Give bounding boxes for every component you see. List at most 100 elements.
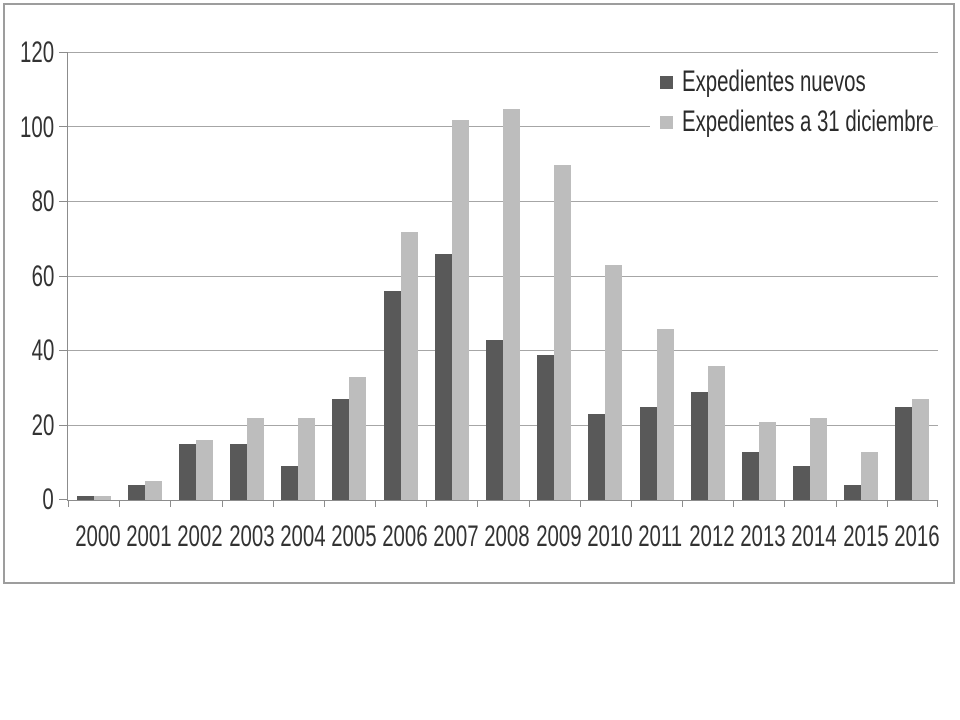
bar-nuevos-2003 xyxy=(230,444,248,500)
y-axis-label-80: 80 xyxy=(31,185,54,218)
legend-swatch-dark xyxy=(660,75,673,89)
bar-diciembre-2000 xyxy=(93,496,111,500)
bar-nuevos-2013 xyxy=(741,451,759,500)
y-axis-tick-0 xyxy=(59,499,68,500)
bar-nuevos-2015 xyxy=(844,485,862,500)
bar-nuevos-2000 xyxy=(76,496,94,500)
bar-group-2009 xyxy=(529,53,580,500)
y-axis-label-100: 100 xyxy=(19,110,54,144)
bar-diciembre-2003 xyxy=(247,418,265,500)
bar-diciembre-2004 xyxy=(298,418,316,500)
x-axis-tick-15 xyxy=(835,500,837,507)
bar-group-2000 xyxy=(68,53,119,500)
x-axis-label-2003: 2003 xyxy=(228,520,275,553)
y-axis-tick-80 xyxy=(59,200,68,202)
bar-nuevos-2011 xyxy=(639,406,657,500)
bar-nuevos-2009 xyxy=(537,354,555,500)
x-axis-tick-2 xyxy=(170,500,172,507)
x-axis-label-2001: 2001 xyxy=(126,520,172,553)
x-axis-tick-10 xyxy=(579,500,581,507)
y-axis-tick-120 xyxy=(59,52,68,53)
bar-group-2005 xyxy=(324,53,375,500)
legend: Expedientes nuevos Expedientes a 31 dici… xyxy=(650,60,934,150)
bar-diciembre-2010 xyxy=(605,265,623,500)
bar-nuevos-2014 xyxy=(793,466,811,500)
y-axis-tick-100 xyxy=(59,126,68,128)
bar-diciembre-2001 xyxy=(144,481,162,500)
bar-group-2007 xyxy=(426,53,477,500)
x-axis-label-2012: 2012 xyxy=(689,520,735,553)
bar-group-2011 xyxy=(631,53,682,500)
bar-group-2012 xyxy=(682,53,733,500)
plot-area xyxy=(59,52,938,507)
bar-diciembre-2011 xyxy=(656,328,674,500)
y-axis-tick-40 xyxy=(59,349,68,351)
x-axis-label-2006: 2006 xyxy=(382,520,428,553)
bar-group-2010 xyxy=(580,53,631,500)
bar-nuevos-2008 xyxy=(485,339,503,500)
x-axis-tick-0 xyxy=(68,500,69,507)
bar-nuevos-2006 xyxy=(383,291,401,500)
bar-nuevos-2016 xyxy=(895,406,913,500)
bar-group-2015 xyxy=(836,53,887,500)
x-axis-label-2007: 2007 xyxy=(433,520,479,553)
legend-swatch-light xyxy=(660,115,673,129)
legend-item-expedientes-31-diciembre: Expedientes a 31 diciembre xyxy=(660,102,934,142)
bar-diciembre-2006 xyxy=(400,231,418,500)
legend-item-expedientes-nuevos: Expedientes nuevos xyxy=(660,62,932,102)
x-axis-tick-5 xyxy=(323,500,325,507)
x-axis-label-2015: 2015 xyxy=(842,520,889,553)
y-axis-label-60: 60 xyxy=(31,259,54,293)
bar-group-2016 xyxy=(887,53,938,500)
y-axis-label-20: 20 xyxy=(31,408,54,442)
x-axis-tick-11 xyxy=(630,500,632,507)
bar-diciembre-2007 xyxy=(451,120,469,500)
y-axis-tick-60 xyxy=(59,275,68,277)
x-axis-tick-13 xyxy=(733,500,735,507)
bar-nuevos-2010 xyxy=(588,414,606,500)
x-axis-label-2010: 2010 xyxy=(586,520,633,553)
bar-diciembre-2008 xyxy=(502,108,520,500)
y-axis-label-0: 0 xyxy=(42,483,54,516)
x-axis-label-2000: 2000 xyxy=(75,520,121,553)
x-axis-label-2011: 2011 xyxy=(638,520,682,553)
bar-nuevos-2001 xyxy=(127,485,145,500)
x-axis-tick-17 xyxy=(937,500,938,507)
x-axis-tick-8 xyxy=(477,500,479,507)
x-axis-label-2016: 2016 xyxy=(894,520,940,553)
x-axis-label-2004: 2004 xyxy=(279,520,326,553)
x-axis-tick-9 xyxy=(528,500,530,507)
bar-group-2014 xyxy=(784,53,835,500)
bar-group-2006 xyxy=(375,53,426,500)
gridline-120 xyxy=(68,52,938,53)
bar-nuevos-2005 xyxy=(332,399,350,500)
bar-diciembre-2013 xyxy=(758,421,776,500)
legend-label-expedientes-nuevos: Expedientes nuevos xyxy=(682,65,866,98)
x-axis-tick-14 xyxy=(784,500,786,507)
bar-group-2008 xyxy=(477,53,528,500)
bar-nuevos-2002 xyxy=(178,444,196,500)
bar-nuevos-2007 xyxy=(434,254,452,500)
x-axis-tick-4 xyxy=(272,500,274,507)
bar-diciembre-2012 xyxy=(707,365,725,500)
bar-nuevos-2004 xyxy=(281,466,299,500)
x-axis-label-2005: 2005 xyxy=(331,520,377,553)
bar-diciembre-2009 xyxy=(554,164,572,500)
x-axis-tick-3 xyxy=(221,500,223,507)
x-axis-label-2013: 2013 xyxy=(740,520,786,553)
x-axis-tick-7 xyxy=(426,500,428,507)
x-axis-label-2009: 2009 xyxy=(535,520,582,553)
x-axis-tick-1 xyxy=(119,500,121,507)
bar-group-2013 xyxy=(733,53,784,500)
y-axis-tick-20 xyxy=(59,424,68,426)
bar-diciembre-2015 xyxy=(861,451,879,500)
y-axis-label-120: 120 xyxy=(19,36,54,69)
bar-diciembre-2005 xyxy=(349,377,367,500)
bar-group-2004 xyxy=(273,53,324,500)
x-axis-label-2008: 2008 xyxy=(484,520,530,553)
legend-label-expedientes-31-diciembre: Expedientes a 31 diciembre xyxy=(682,105,934,138)
x-axis-label-2014: 2014 xyxy=(791,520,838,553)
x-axis-tick-6 xyxy=(375,500,377,507)
y-axis-label-40: 40 xyxy=(31,334,54,367)
bar-group-2001 xyxy=(119,53,170,500)
